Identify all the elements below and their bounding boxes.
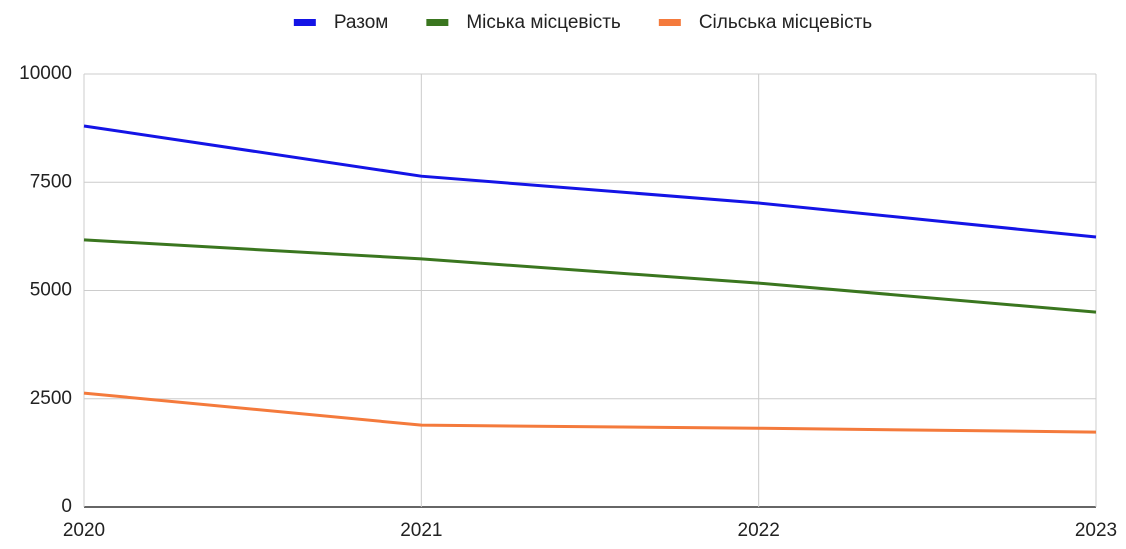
y-tick-label: 0	[61, 496, 72, 517]
legend-label: Разом	[334, 12, 389, 33]
legend-label: Міська місцевість	[466, 12, 621, 33]
x-tick-label: 2022	[738, 520, 780, 541]
y-tick-label: 10000	[19, 63, 72, 84]
y-tick-label: 2500	[30, 388, 72, 409]
x-tick-label: 2021	[400, 520, 442, 541]
y-tick-label: 5000	[30, 280, 72, 301]
legend-swatch	[426, 19, 449, 26]
legend: Разом Міська місцевість Сільська місцевіст…	[293, 12, 872, 33]
series-line	[83, 238, 1097, 314]
y-tick-label: 7500	[30, 171, 72, 192]
x-tick-label: 2020	[63, 520, 105, 541]
legend-swatch	[658, 19, 681, 26]
legend-label: Сільська місцевість	[699, 12, 872, 33]
x-tick-label: 2023	[1075, 520, 1117, 541]
legend-swatch	[293, 19, 316, 26]
series-line	[83, 124, 1097, 239]
series-line	[83, 391, 1097, 434]
